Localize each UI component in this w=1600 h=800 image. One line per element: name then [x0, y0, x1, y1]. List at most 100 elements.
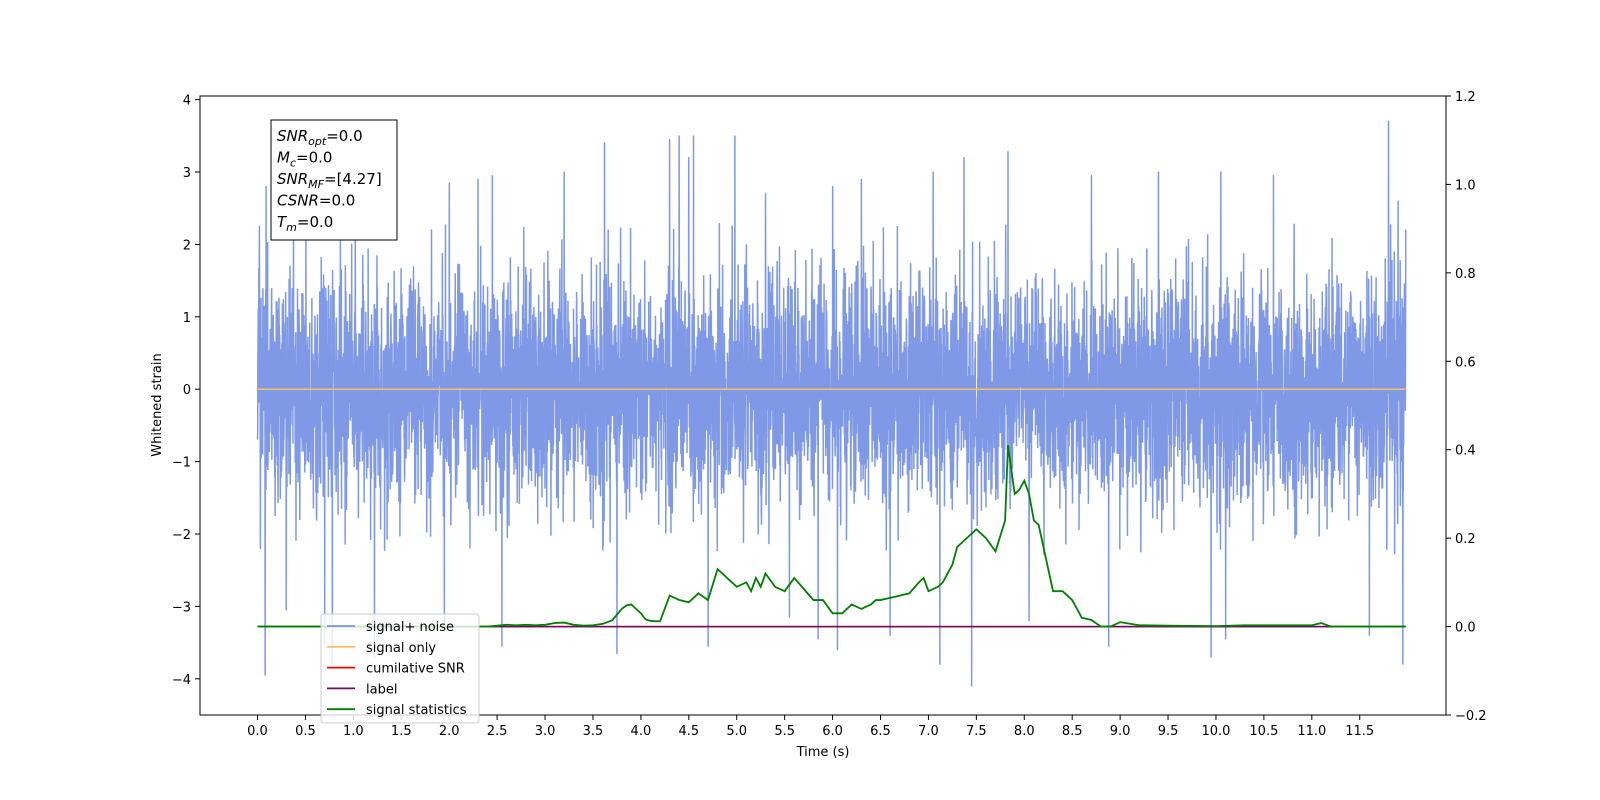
legend-label: signal+ noise [366, 620, 454, 635]
annotation-line-1: Mc=0.0 [277, 149, 332, 170]
x-tick-label: 10.5 [1249, 724, 1278, 739]
signal-noise-spike-29 [889, 634, 891, 636]
x-tick-label: 5.0 [726, 724, 747, 739]
signal-noise-spike-17 [669, 138, 671, 141]
y2-tick-label: 1.2 [1455, 90, 1476, 105]
annotation-line-0: SNRopt=0.0 [277, 127, 363, 148]
x-tick-label: 8.0 [1014, 724, 1035, 739]
x-tick-label: 11.5 [1345, 724, 1374, 739]
legend-label: signal only [366, 641, 436, 656]
y2-tick-label: 0.4 [1455, 444, 1476, 459]
series-signal-noise [256, 121, 1407, 687]
signal-noise-spike-12 [491, 175, 493, 177]
signal-noise-spike-31 [939, 663, 941, 665]
axes-frame [199, 95, 1447, 716]
x-tick-label: 1.0 [343, 724, 364, 739]
signal-noise-spike-26 [832, 185, 834, 188]
signal-noise-spike-4 [285, 609, 287, 611]
signal-noise-spike-10 [448, 182, 450, 184]
signal-noise-spike-34 [1007, 151, 1009, 153]
y-tick-label: 1 [183, 311, 191, 326]
plot-area [256, 120, 1407, 687]
signal-noise-spike-24 [788, 616, 791, 618]
signal-noise-spike-21 [707, 645, 709, 647]
x-axis-label: Time (s) [796, 745, 850, 760]
annotation-line-3: CSNR=0.0 [277, 192, 355, 210]
signal-noise-spike-35 [1028, 620, 1030, 622]
signal-noise-spike-15 [603, 142, 606, 144]
annotation-line-4: Tm=0.0 [277, 213, 333, 234]
signal-noise-spike-3 [265, 185, 267, 188]
x-tick-label: 7.0 [918, 724, 939, 739]
signal-noise-spike-28 [860, 178, 862, 180]
y-tick-label: 4 [183, 94, 191, 109]
x-tick-label: 5.5 [774, 724, 795, 739]
signal-noise-spike-40 [1220, 171, 1222, 173]
signal-noise-spike-44 [1387, 120, 1390, 122]
signal-noise-spike-37 [1108, 645, 1110, 647]
x-tick-label: 3.5 [583, 724, 604, 739]
x-tick-label: 6.0 [822, 724, 843, 739]
legend: signal+ noise signal only cumilative SNR la… [320, 613, 480, 724]
ticks: 0.0 0.5 1.0 1.5 2.0 2.5 3.0 3.5 4.0 4.5 5.0 5.5 6.0 6… [172, 90, 1487, 739]
y-tick-label: −1 [172, 456, 191, 471]
y2-tick-label: 0.8 [1455, 267, 1476, 282]
y2-tick-label: 0.6 [1455, 355, 1476, 370]
legend-label: cumilative SNR [366, 662, 465, 677]
x-tick-label: 4.0 [631, 724, 652, 739]
x-tick-label: 10.0 [1201, 724, 1230, 739]
signal-noise-spike-16 [616, 652, 618, 655]
signal-noise-spike-41 [1225, 638, 1227, 640]
x-tick-label: 2.5 [487, 724, 508, 739]
y-axis-label: Whitened strain [150, 353, 165, 456]
signal-noise-spike-46 [1402, 663, 1404, 665]
signal-noise-spike-2 [264, 674, 266, 676]
signal-noise-spike-36 [1090, 175, 1093, 177]
signal-noise-spike-25 [817, 638, 819, 640]
signal-noise-spike-43 [1368, 634, 1370, 636]
x-tick-label: 2.0 [439, 724, 460, 739]
signal-noise-spike-33 [971, 685, 973, 687]
signal-noise-spike-13 [501, 645, 503, 647]
y-tick-label: −2 [172, 528, 191, 543]
signal-noise-spike-38 [1157, 171, 1160, 173]
y-tick-label: 3 [183, 166, 191, 181]
signal-noise-spike-18 [678, 135, 680, 137]
signal-noise-spike-14 [563, 171, 565, 173]
x-tick-label: 9.0 [1110, 724, 1131, 739]
signal-noise-spike-1 [259, 547, 261, 550]
y2-tick-label: −0.2 [1455, 709, 1487, 724]
signal-noise-spike-22 [734, 135, 736, 137]
signal-noise-spike-23 [764, 193, 767, 195]
signal-noise-spike-47 [1405, 229, 1407, 231]
signal-noise-spike-42 [1272, 175, 1275, 177]
y-tick-label: −3 [172, 600, 191, 615]
y-tick-label: 2 [183, 238, 191, 253]
y2-tick-label: 0.2 [1455, 532, 1476, 547]
annotation-frame [270, 119, 398, 241]
signal-noise-spike-30 [932, 171, 934, 173]
series-signal-statistics [257, 445, 1406, 628]
x-tick-label: 8.5 [1062, 724, 1083, 739]
x-tick-label: 11.0 [1297, 724, 1326, 739]
x-tick-label: 9.5 [1158, 724, 1179, 739]
y2-tick-label: 0.0 [1455, 621, 1476, 636]
signal-noise-spike-11 [477, 178, 479, 180]
y-tick-label: −4 [172, 673, 191, 688]
signal-noise-spike-0 [258, 225, 261, 227]
signal-noise-spike-32 [963, 156, 965, 159]
x-tick-label: 7.5 [966, 724, 987, 739]
y-tick-label: 0 [183, 383, 191, 398]
signal-noise-spike-19 [688, 156, 690, 159]
annotation-line-2: SNRMF=[4.27] [277, 170, 382, 191]
x-tick-label: 6.5 [870, 724, 891, 739]
x-tick-label: 1.5 [391, 724, 412, 739]
signal-noise-spike-27 [836, 649, 839, 651]
y2-tick-label: 1.0 [1455, 178, 1476, 193]
signal-noise-spike-20 [692, 135, 695, 137]
legend-label: signal statistics [366, 703, 467, 718]
signal-noise-spike-45 [1397, 200, 1399, 202]
legend-frame [320, 613, 480, 724]
